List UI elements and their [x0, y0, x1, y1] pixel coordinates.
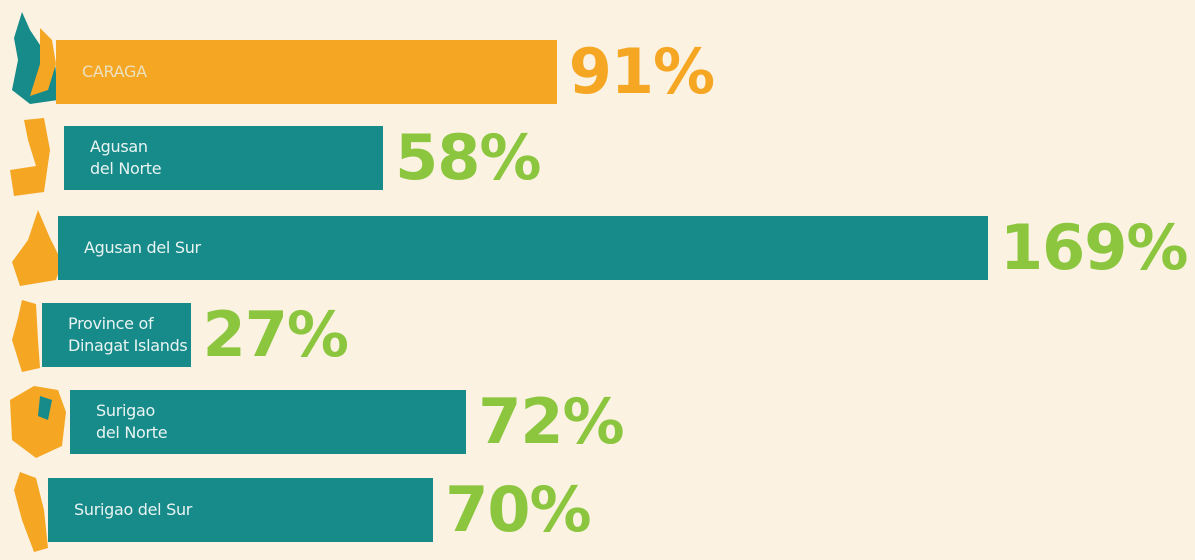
map-icon: [10, 118, 50, 196]
value-label: 58%: [395, 121, 541, 194]
bar: [42, 303, 191, 367]
bar: [56, 40, 557, 104]
bar: [70, 390, 467, 454]
category-label: CARAGA: [82, 62, 147, 81]
bar: [48, 478, 434, 542]
map-icon: [12, 210, 62, 286]
category-label: Province of Dinagat Islands: [68, 314, 188, 355]
value-label: 91%: [568, 35, 715, 108]
category-label: Agusan del Norte: [90, 137, 162, 178]
value-label: 27%: [202, 298, 349, 371]
map-icon: [10, 386, 66, 458]
map-icon: [30, 28, 56, 96]
map-icon: [38, 396, 52, 420]
category-label: Surigao del Sur: [74, 500, 193, 519]
bar: [58, 216, 988, 280]
value-label: 169%: [1000, 211, 1189, 284]
bar: [64, 126, 384, 190]
category-label: Surigao del Norte: [96, 401, 168, 442]
map-icon: [14, 472, 48, 552]
value-label: 70%: [445, 473, 591, 546]
province-maps: [10, 12, 66, 552]
category-label: Agusan del Sur: [84, 238, 201, 257]
value-label: 72%: [478, 385, 624, 458]
map-icon: [12, 300, 40, 372]
